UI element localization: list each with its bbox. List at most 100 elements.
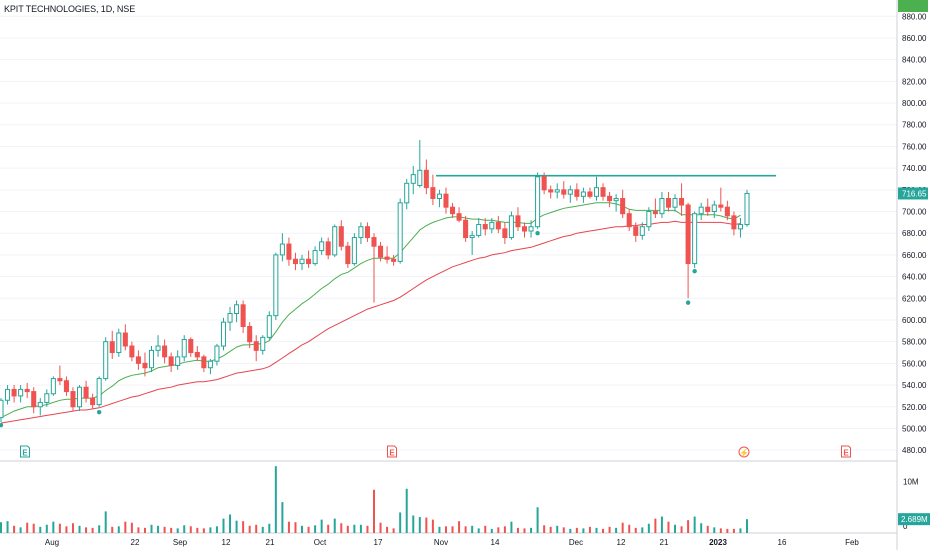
volume-bar <box>647 523 650 533</box>
ma-fast-line <box>0 202 741 419</box>
candle-body <box>731 215 737 230</box>
candle-body <box>698 206 704 215</box>
volume-bar <box>484 525 487 533</box>
volume-bar <box>451 526 454 533</box>
volume-bar <box>189 526 192 533</box>
candle-body <box>548 189 554 193</box>
volume-bar <box>530 527 533 533</box>
event-badge-glyph: E <box>22 449 28 458</box>
time-tick-label: Feb <box>845 538 859 547</box>
volume-bar <box>333 518 336 533</box>
volume-bar <box>111 526 114 533</box>
signal-marker <box>96 409 102 415</box>
volume-bar <box>543 525 546 533</box>
candle-body <box>541 176 547 191</box>
candle-body <box>410 174 416 184</box>
volume-bar <box>687 520 690 533</box>
price-tick-label: 820.00 <box>902 77 927 86</box>
candle-body <box>148 349 155 369</box>
candle-body <box>240 304 246 327</box>
candle-body <box>502 228 508 239</box>
volume-bar <box>431 519 434 533</box>
signal-markers <box>0 231 697 428</box>
candle-body <box>155 345 161 351</box>
event-earnings-upcoming-icon[interactable]: E <box>841 445 851 458</box>
candle-body <box>423 169 429 189</box>
price-axis[interactable]: INR880.00860.00840.00820.00800.00780.007… <box>902 5 927 531</box>
volume-bar <box>6 521 9 533</box>
last-volume-tag: 2.689M <box>901 515 928 524</box>
event-split-icon[interactable]: ⚡ <box>738 446 750 458</box>
volume-bar <box>562 527 565 533</box>
candle-body <box>0 399 4 419</box>
volume-bar <box>261 526 264 533</box>
price-tick-label: 560.00 <box>902 359 927 368</box>
price-tick-label: 480.00 <box>902 446 927 455</box>
candle-body <box>685 204 691 265</box>
volume-bar <box>281 502 284 533</box>
volume-bar <box>255 524 258 533</box>
volume-bar <box>732 528 735 533</box>
volume-bar <box>19 527 22 533</box>
volume-bar <box>39 526 42 533</box>
candle-body <box>397 202 403 262</box>
candle-body <box>528 226 534 232</box>
volume-bar <box>104 511 107 533</box>
candle-body <box>76 386 83 408</box>
time-tick-label: 14 <box>491 538 500 547</box>
volume-bar <box>85 527 88 533</box>
candle-body <box>672 198 678 208</box>
price-tick-label: 640.00 <box>902 273 927 282</box>
candle-body <box>332 226 338 256</box>
event-earnings-icon[interactable]: E <box>387 445 397 458</box>
price-tick-label: 800.00 <box>902 99 927 108</box>
candle-body <box>371 237 377 247</box>
volume-bar <box>490 528 493 533</box>
candle-body <box>482 224 488 230</box>
volume-bar <box>274 466 277 533</box>
last-price-tag-bg <box>898 187 928 200</box>
volume-bar <box>523 528 526 533</box>
candle-body <box>724 206 730 217</box>
volume-bar <box>26 522 29 533</box>
time-tick-label: Dec <box>569 538 583 547</box>
candle-body <box>11 388 17 397</box>
volume-bar <box>143 527 146 533</box>
time-axis[interactable]: Aug 22 Sep 12 21 Oct 17 Nov 14 Dec 12 21 2023 16 Feb <box>45 538 860 547</box>
candle-body <box>325 241 331 256</box>
candle-body <box>711 204 717 213</box>
candle-body <box>96 378 102 406</box>
volume-bar <box>294 522 297 533</box>
candle-body <box>607 195 613 202</box>
volume-bar <box>615 527 618 533</box>
candle-body <box>345 245 351 265</box>
event-earnings-icon[interactable]: E <box>20 445 30 458</box>
candle-body <box>70 391 76 408</box>
time-tick-label: 21 <box>266 538 275 547</box>
price-tick-label: 840.00 <box>902 56 927 65</box>
event-badge-shape <box>20 445 30 458</box>
volume-bar <box>202 528 205 533</box>
volume-bar <box>229 514 232 533</box>
signal-marker <box>535 231 540 236</box>
candle-body <box>319 241 325 252</box>
event-badge-shape <box>841 445 851 458</box>
volume-bar <box>700 523 703 533</box>
volume-tick-label: 10M <box>903 478 919 487</box>
candle-body <box>57 378 63 382</box>
volume-bar <box>503 526 506 533</box>
signal-marker <box>692 268 697 274</box>
candle-body <box>234 304 240 314</box>
candle-body <box>692 213 698 265</box>
candle-body <box>116 332 122 354</box>
ma-fast-price-tag: 696.60 <box>902 0 927 2</box>
volume-bar <box>726 528 729 533</box>
volume-bar <box>746 519 748 533</box>
time-tick-label: 21 <box>660 538 669 547</box>
event-badges[interactable]: E E ⚡ E <box>20 445 851 458</box>
price-tick-label: 620.00 <box>902 294 927 303</box>
volume-bar <box>209 527 212 533</box>
candle-body <box>220 321 227 347</box>
